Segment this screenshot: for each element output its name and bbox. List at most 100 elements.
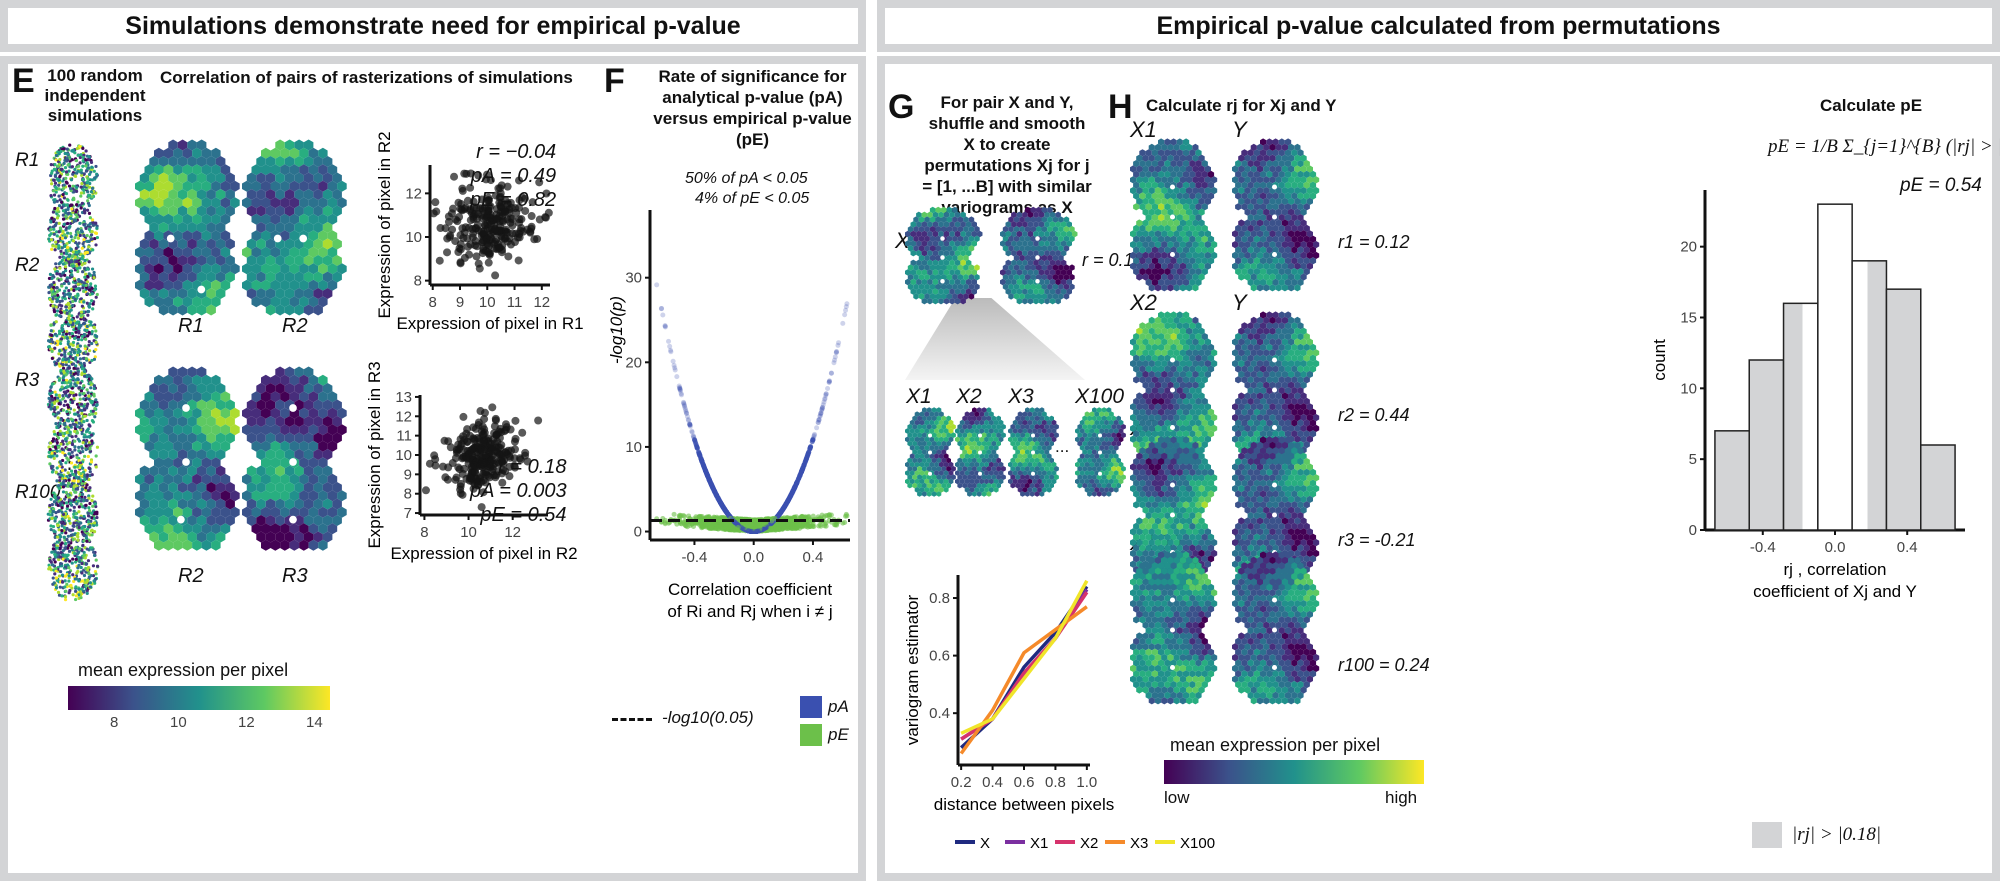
- cell-point: [60, 431, 65, 435]
- cell-point: [52, 198, 56, 202]
- cell-point: [67, 226, 71, 230]
- cell-point: [60, 517, 64, 521]
- cell-point: [69, 455, 73, 459]
- cell-point: [91, 409, 95, 413]
- cell-point: [79, 556, 83, 560]
- cell-point: [90, 439, 94, 443]
- cell-point: [63, 244, 67, 248]
- cell-point: [79, 191, 84, 195]
- cell-point: [61, 442, 65, 446]
- cell-point: [50, 563, 55, 567]
- cell-point: [65, 410, 69, 414]
- cell-point: [74, 330, 78, 334]
- cell-point: [72, 197, 76, 202]
- cell-point: [67, 516, 71, 521]
- cell-point: [58, 449, 62, 453]
- cell-point: [59, 371, 63, 375]
- cell-point: [53, 248, 57, 252]
- cell-point: [60, 246, 64, 250]
- cell-point: [65, 311, 69, 315]
- cell-point: [75, 315, 79, 319]
- cell-point: [60, 381, 64, 385]
- cell-point: [86, 568, 90, 572]
- cell-point: [76, 329, 81, 333]
- cell-point: [81, 404, 86, 408]
- cell-point: [79, 313, 83, 318]
- cell-point: [56, 164, 60, 168]
- cell-point: [76, 256, 80, 260]
- sim-label: R1: [15, 150, 40, 171]
- cell-point: [88, 181, 92, 186]
- cell-point: [72, 485, 76, 489]
- cell-point: [84, 356, 88, 361]
- cell-point: [55, 272, 59, 276]
- cell-point: [78, 397, 82, 401]
- cell-point: [77, 278, 81, 282]
- cell-point: [80, 263, 84, 267]
- cell-point: [52, 232, 56, 236]
- cell-point: [83, 275, 87, 279]
- cell-point: [64, 346, 68, 350]
- cell-point: [64, 394, 69, 398]
- cell-point: [55, 405, 60, 409]
- cell-point: [57, 204, 62, 208]
- cell-point: [71, 172, 75, 176]
- cell-point: [72, 288, 76, 292]
- cell-point: [92, 550, 96, 554]
- cell-point: [83, 556, 87, 560]
- cell-point: [77, 475, 81, 480]
- cell-point: [57, 352, 61, 356]
- cell-point: [86, 166, 91, 170]
- cell-point: [73, 412, 78, 416]
- cell-point: [86, 190, 90, 194]
- cell-point: [61, 262, 65, 266]
- cell-point: [79, 310, 84, 314]
- cell-point: [82, 300, 86, 304]
- cell-point: [84, 486, 88, 490]
- cell-point: [55, 290, 59, 294]
- cell-point: [72, 512, 76, 516]
- cell-point: [87, 155, 91, 159]
- cell-point: [85, 547, 89, 551]
- cell-point: [79, 389, 84, 393]
- cell-point: [74, 495, 78, 499]
- cell-point: [86, 176, 90, 181]
- cell-point: [78, 155, 82, 160]
- cell-point: [54, 245, 58, 249]
- cell-point: [49, 238, 54, 242]
- cell-point: [48, 447, 52, 452]
- cell-point: [78, 463, 83, 468]
- cell-point: [48, 509, 52, 513]
- cell-point: [93, 415, 97, 419]
- cell-point: [63, 236, 68, 240]
- cell-point: [64, 308, 69, 312]
- cell-point: [90, 286, 94, 291]
- cell-point: [64, 360, 68, 364]
- cell-point: [93, 176, 97, 180]
- cell-point: [84, 562, 88, 566]
- colorbar-high: high: [1385, 788, 1418, 807]
- cell-point: [53, 292, 57, 296]
- cell-point: [69, 247, 73, 251]
- cell-point: [56, 523, 60, 528]
- cell-point: [72, 408, 76, 412]
- hex-map: [242, 366, 347, 551]
- cell-point: [86, 180, 90, 184]
- cell-point: [73, 551, 77, 556]
- cell-point: [55, 171, 59, 175]
- hex-map: [242, 139, 347, 316]
- legend-pe-label: pE: [828, 725, 849, 744]
- cell-point: [70, 317, 74, 322]
- cell-point: [67, 448, 71, 452]
- perm-label: X100: [1075, 385, 1125, 408]
- cell-point: [76, 337, 80, 342]
- cell-point: [93, 511, 97, 515]
- landmark-dot: [978, 433, 982, 438]
- cell-point: [50, 247, 54, 251]
- cell-point: [80, 372, 84, 377]
- cell-point: [64, 176, 68, 180]
- cell-point: [49, 455, 53, 459]
- cell-point: [76, 378, 80, 382]
- cell-point: [76, 566, 80, 570]
- cell-point: [84, 164, 88, 168]
